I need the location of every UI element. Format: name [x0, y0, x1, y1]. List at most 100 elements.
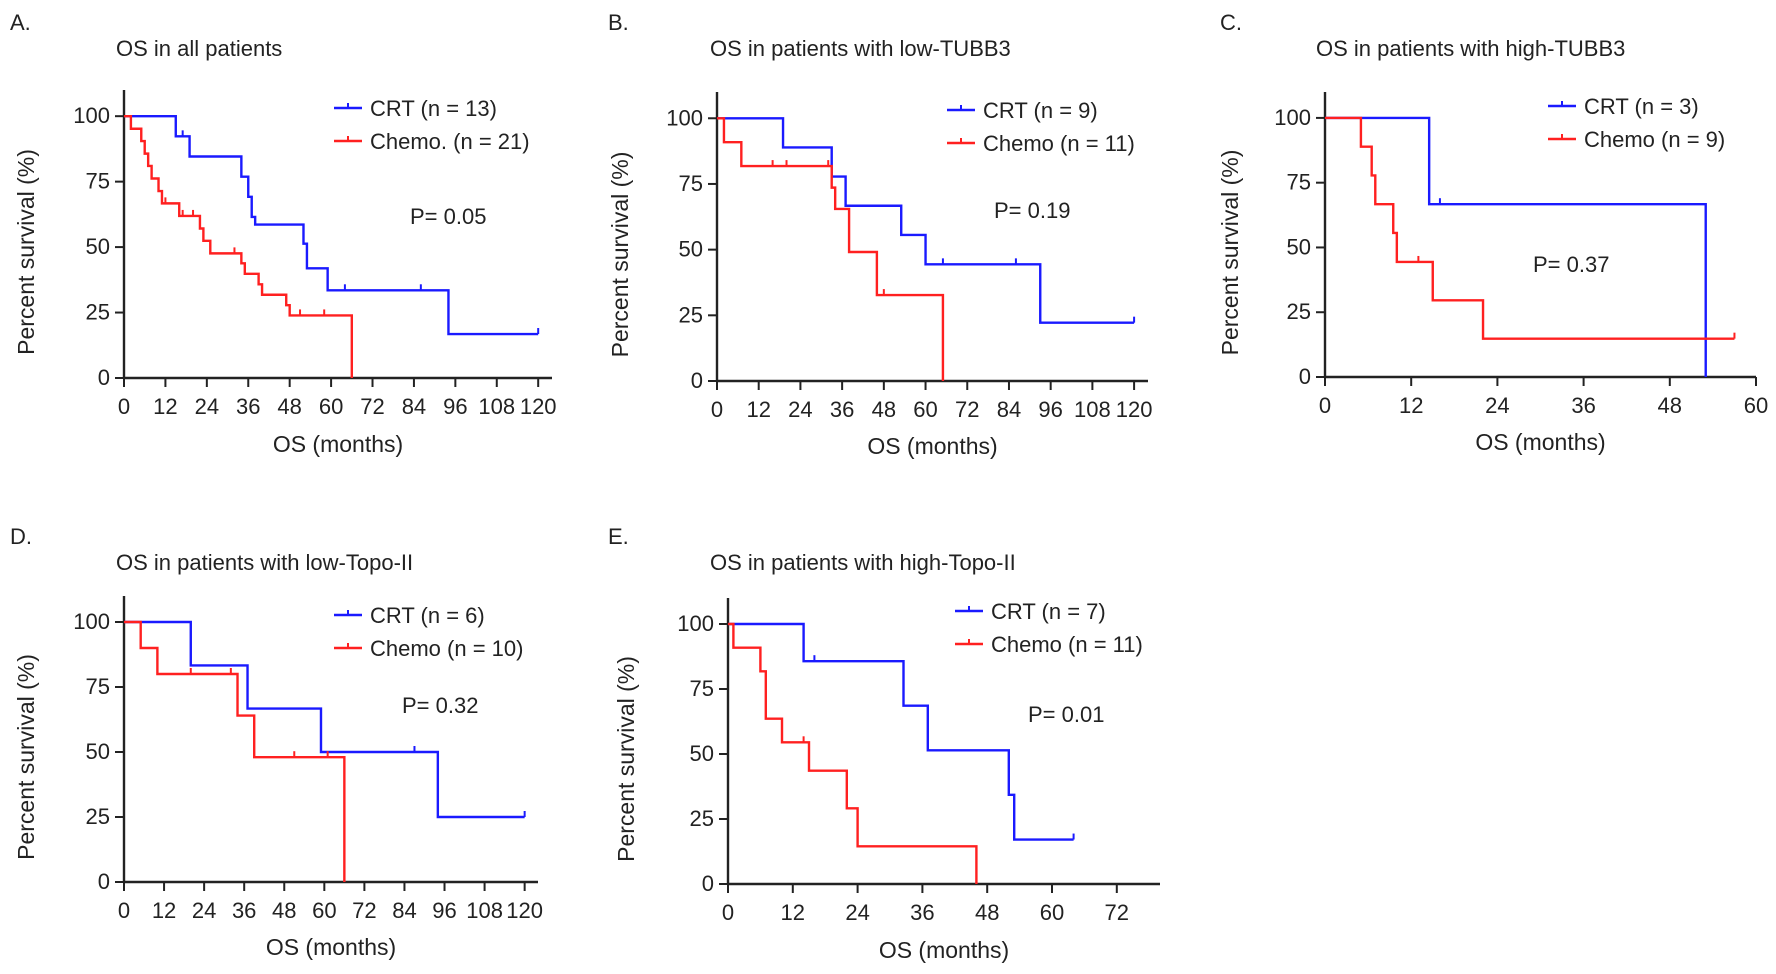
x-tick-label: 96 — [432, 898, 456, 923]
y-tick-label: 0 — [1299, 364, 1311, 389]
x-tick-label: 48 — [272, 898, 296, 923]
legend-label: CRT (n = 7) — [991, 599, 1106, 624]
legend-label: Chemo (n = 9) — [1584, 127, 1725, 152]
y-tick-label: 0 — [702, 871, 714, 896]
p-value-label: P= 0.37 — [1533, 252, 1609, 277]
x-tick-label: 24 — [1485, 393, 1509, 418]
series-line-chemo — [728, 622, 978, 884]
x-tick-label: 96 — [443, 394, 467, 419]
chart-title: OS in patients with low-Topo-II — [116, 550, 413, 575]
x-tick-label: 0 — [1319, 393, 1331, 418]
chart-title: OS in patients with low-TUBB3 — [710, 36, 1011, 61]
x-axis-label: OS (months) — [879, 937, 1009, 963]
chart-panel-b: B. OS in patients with low-TUBB3 0 12 24 36 48… — [607, 10, 1152, 459]
x-tick-label: 48 — [975, 900, 999, 925]
y-tick-label: 75 — [690, 676, 714, 701]
x-tick-label: 108 — [1074, 397, 1111, 422]
x-tick-label: 12 — [1399, 393, 1423, 418]
p-value-label: P= 0.19 — [994, 198, 1070, 223]
y-tick-label: 50 — [690, 741, 714, 766]
x-tick-label: 0 — [118, 898, 130, 923]
x-tick-label: 36 — [232, 898, 256, 923]
panel-label: B. — [608, 10, 629, 35]
x-tick-label: 36 — [910, 900, 934, 925]
y-tick-label: 25 — [679, 302, 703, 327]
legend-label: CRT (n = 9) — [983, 98, 1098, 123]
y-axis-label: Percent survival (%) — [607, 152, 633, 358]
p-value-label: P= 0.05 — [410, 204, 486, 229]
x-tick-label: 36 — [236, 394, 260, 419]
x-tick-label: 120 — [1116, 397, 1153, 422]
chart-title: OS in all patients — [116, 36, 282, 61]
y-tick-label: 50 — [1287, 234, 1311, 259]
x-tick-label: 60 — [319, 394, 343, 419]
x-tick-label: 12 — [746, 397, 770, 422]
y-tick-label: 50 — [86, 739, 110, 764]
x-axis-label: OS (months) — [867, 433, 997, 459]
chart-panel-e: E. OS in patients with high-Topo-II 0 12 24 3… — [608, 524, 1160, 963]
x-tick-label: 120 — [506, 898, 543, 923]
x-tick-label: 12 — [152, 898, 176, 923]
x-tick-label: 24 — [788, 397, 812, 422]
chart-title: OS in patients with high-Topo-II — [710, 550, 1016, 575]
x-tick-label: 48 — [277, 394, 301, 419]
panel-label: A. — [10, 10, 31, 35]
y-tick-label: 25 — [1287, 299, 1311, 324]
x-tick-label: 12 — [153, 394, 177, 419]
x-tick-label: 72 — [352, 898, 376, 923]
x-tick-label: 84 — [402, 394, 426, 419]
x-tick-label: 24 — [845, 900, 869, 925]
panel-label: C. — [1220, 10, 1242, 35]
series-line-chemo — [124, 620, 346, 882]
x-tick-label: 0 — [711, 397, 723, 422]
x-tick-label: 0 — [118, 394, 130, 419]
x-tick-label: 72 — [955, 397, 979, 422]
y-axis-label: Percent survival (%) — [613, 656, 639, 862]
x-tick-label: 24 — [192, 898, 216, 923]
legend-label: Chemo (n = 11) — [991, 632, 1143, 657]
y-tick-label: 100 — [666, 105, 703, 130]
x-tick-label: 60 — [913, 397, 937, 422]
y-tick-label: 25 — [690, 806, 714, 831]
x-axis-label: OS (months) — [1475, 429, 1605, 455]
series-line-chemo — [1325, 116, 1735, 340]
x-tick-label: 96 — [1038, 397, 1062, 422]
x-tick-label: 36 — [830, 397, 854, 422]
chart-panel-a: A. OS in all patients 0 12 24 36 48 60 72 84 96 108… — [10, 10, 557, 457]
series-line-crt — [124, 620, 525, 819]
x-tick-label: 84 — [997, 397, 1021, 422]
x-tick-label: 108 — [478, 394, 515, 419]
x-axis-label: OS (months) — [266, 934, 396, 960]
x-tick-label: 60 — [312, 898, 336, 923]
x-tick-label: 60 — [1040, 900, 1064, 925]
x-tick-label: 72 — [360, 394, 384, 419]
series-line-crt — [728, 622, 1074, 841]
y-tick-label: 25 — [86, 300, 110, 325]
series-line-chemo — [124, 114, 354, 378]
x-tick-label: 24 — [195, 394, 219, 419]
series-line-crt — [1325, 116, 1707, 377]
y-tick-label: 75 — [86, 169, 110, 194]
panel-label: D. — [10, 524, 32, 549]
x-tick-label: 72 — [1105, 900, 1129, 925]
series-line-crt — [124, 114, 539, 336]
y-tick-label: 100 — [73, 103, 110, 128]
x-tick-label: 120 — [520, 394, 557, 419]
y-tick-label: 25 — [86, 804, 110, 829]
y-tick-label: 50 — [679, 237, 703, 262]
x-tick-label: 12 — [781, 900, 805, 925]
y-axis-label: Percent survival (%) — [13, 654, 39, 860]
x-tick-label: 60 — [1744, 393, 1768, 418]
chart-panel-d: D. OS in patients with low-Topo-II 0 12 24 36… — [10, 524, 543, 960]
chart-panel-c: C. OS in patients with high-TUBB3 0 12 24 36 4… — [1217, 10, 1768, 455]
panel-label: E. — [608, 524, 629, 549]
p-value-label: P= 0.32 — [402, 693, 478, 718]
x-tick-label: 0 — [722, 900, 734, 925]
y-axis-label: Percent survival (%) — [1217, 150, 1243, 356]
x-tick-label: 84 — [392, 898, 416, 923]
x-axis-label: OS (months) — [273, 431, 403, 457]
x-tick-label: 48 — [1658, 393, 1682, 418]
y-tick-label: 100 — [677, 611, 714, 636]
p-value-label: P= 0.01 — [1028, 702, 1104, 727]
series-line-crt — [717, 117, 1135, 324]
